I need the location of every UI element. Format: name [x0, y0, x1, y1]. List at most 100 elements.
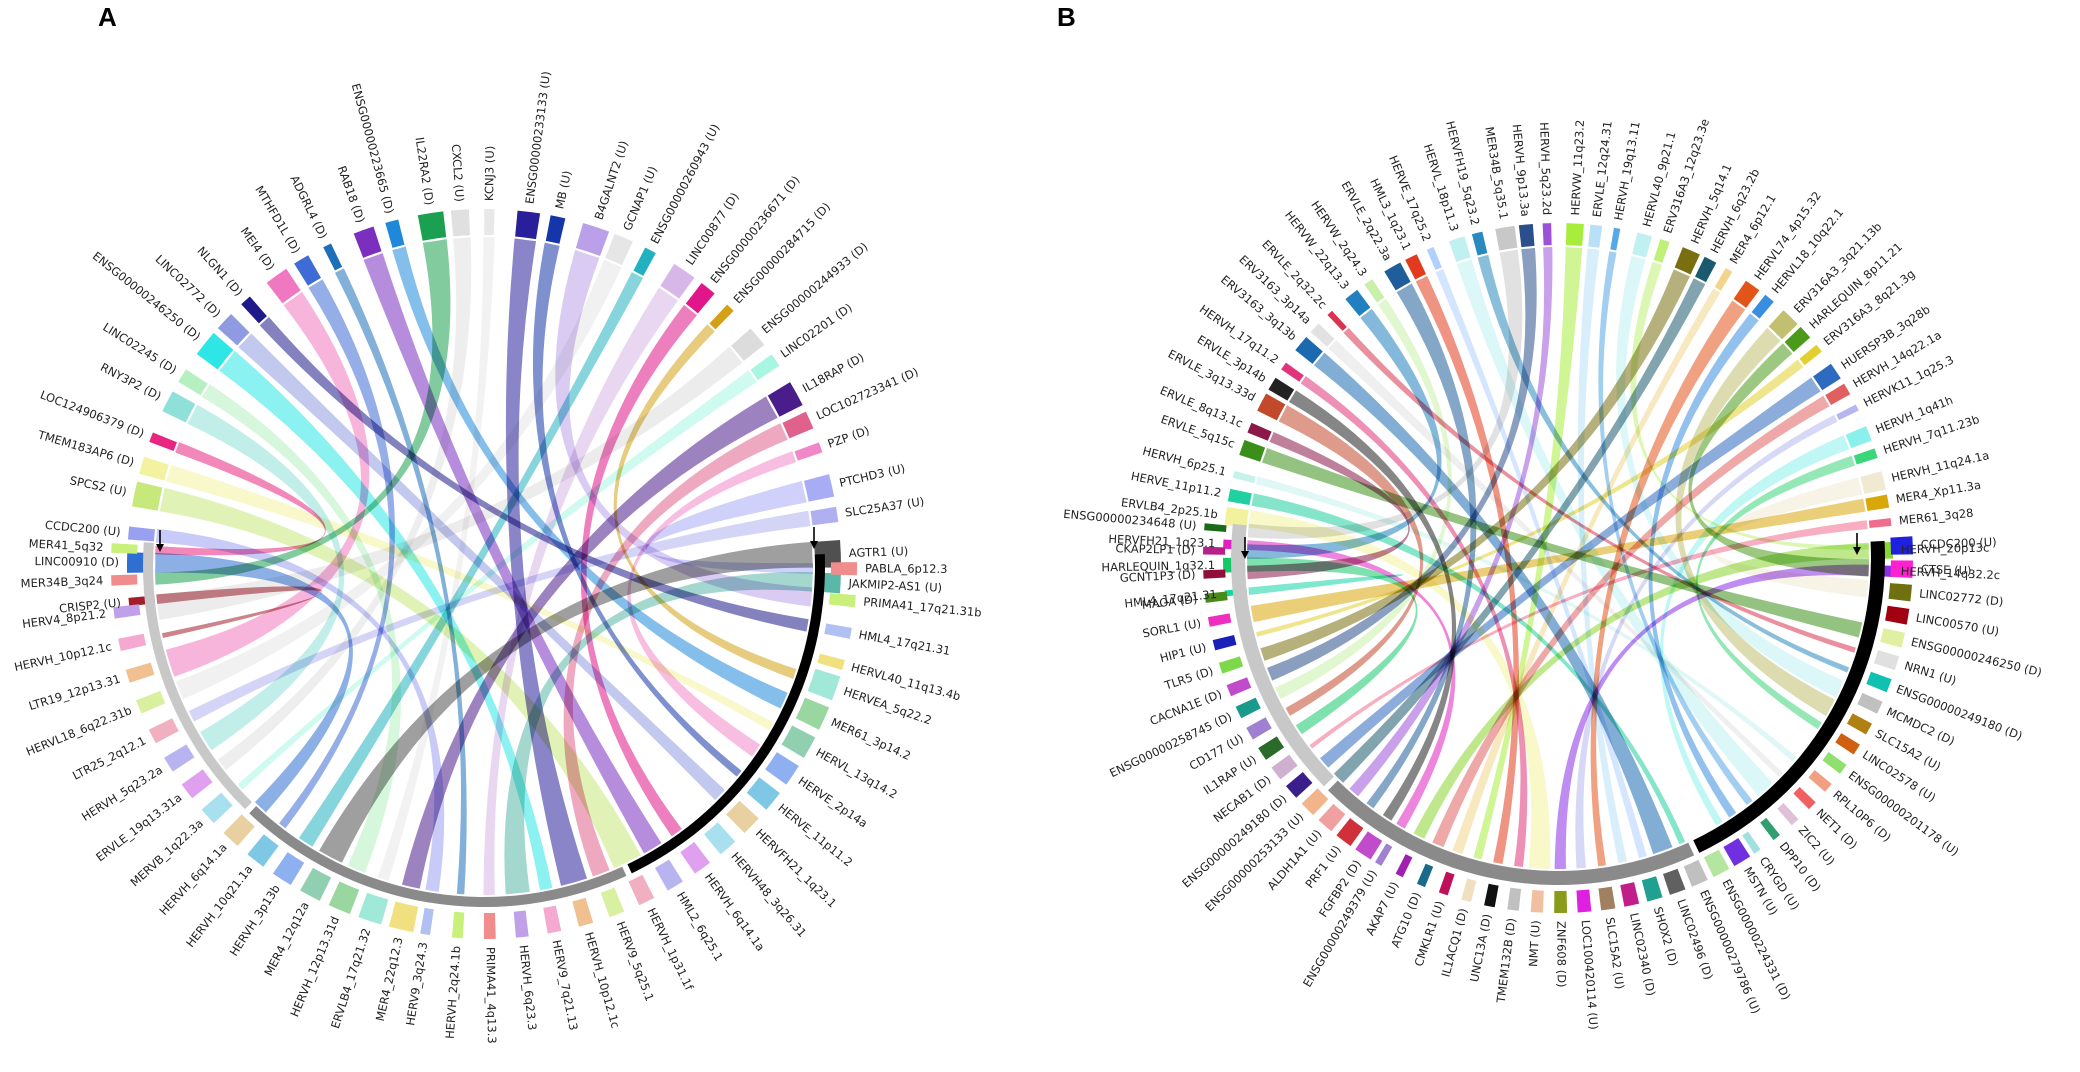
- segment-label: CCDC200 (U): [44, 518, 121, 539]
- top-segment: [1799, 344, 1822, 366]
- bottom-segment: [628, 874, 655, 906]
- bottom-segment: [136, 690, 166, 714]
- chord-ribbon: [155, 239, 451, 585]
- segment-label: ERVLE_12q24.31: [1590, 120, 1615, 218]
- chord-ribbon: [1577, 248, 1628, 864]
- segment-label: TMEM132B (D): [1494, 917, 1519, 1005]
- segment-label: HERVH_20p13c: [1901, 540, 1990, 556]
- bottom-segment: [451, 911, 465, 939]
- bottom-segment: [1663, 868, 1686, 895]
- segment-label: MB (U): [552, 169, 574, 210]
- bottom-segment: [1461, 878, 1477, 903]
- top-segment: [1495, 225, 1518, 251]
- segment-label: HERVH_19q13.11: [1611, 120, 1643, 221]
- chord-ribbon: [1695, 455, 1855, 730]
- chord-ribbons-b: [1247, 247, 1869, 869]
- bottom-segment: [113, 604, 141, 619]
- chord-segments-a: [111, 209, 857, 939]
- bottom-segment: [420, 907, 434, 936]
- bottom-segment: [1507, 887, 1522, 911]
- top-segment: [794, 442, 823, 461]
- segment-label: CCDC200 (U): [1921, 535, 1997, 552]
- bottom-segment: [483, 912, 496, 939]
- segment-label: PRIMA41_4q13.3: [484, 947, 500, 1044]
- chord-ribbon: [237, 370, 757, 790]
- top-segment: [1695, 256, 1717, 283]
- bottom-segment: [654, 859, 683, 891]
- top-segment: [1227, 488, 1252, 505]
- group-band: [1231, 523, 1334, 787]
- bottom-segment: [1318, 803, 1346, 832]
- segment-label: GCNAP1 (U): [620, 164, 660, 233]
- segment-label: HERVFH21_1q23.1: [1108, 532, 1216, 550]
- bottom-segment: [247, 834, 279, 867]
- top-segment: [782, 411, 814, 439]
- bottom-segment: [164, 744, 195, 772]
- bottom-segment: [1258, 736, 1285, 760]
- top-segment: [266, 268, 301, 304]
- top-segment: [417, 211, 447, 241]
- top-segment: [1345, 289, 1371, 317]
- segment-label: AGTR1 (U): [849, 544, 909, 560]
- bottom-segment: [300, 867, 332, 901]
- bottom-segment: [1808, 770, 1832, 792]
- bottom-segment: [181, 769, 213, 799]
- bottom-segment: [1835, 733, 1860, 755]
- segment-label: MER4_22q12.3: [373, 936, 406, 1023]
- top-segment: [709, 304, 734, 330]
- group-band: [142, 542, 252, 810]
- segment-label: MER34B_5q35.1: [1482, 126, 1511, 221]
- bottom-segment: [1760, 817, 1781, 841]
- top-segment: [810, 506, 839, 526]
- segment-label: CRISP2 (U): [58, 595, 121, 615]
- chord-ribbon: [1275, 298, 1452, 699]
- bottom-segment: [1822, 752, 1847, 774]
- chord-ribbon: [155, 442, 326, 556]
- segment-label: HARLEQUIN_1q32.1: [1101, 558, 1215, 574]
- chord-ribbon: [1248, 574, 1404, 596]
- segment-label: MEI4 (D): [238, 225, 278, 273]
- bottom-segment: [1793, 787, 1816, 810]
- top-segment: [1310, 323, 1335, 347]
- bottom-segment: [704, 822, 736, 855]
- top-segment: [132, 481, 163, 511]
- segment-label: LINC00570 (U): [1915, 611, 2000, 639]
- segment-label: ZNF608 (D): [1554, 921, 1568, 988]
- chord-ribbon: [155, 528, 445, 892]
- bottom-segment: [1885, 605, 1910, 625]
- segment-label: PZP (D): [826, 423, 871, 451]
- segment-label: CKAP2LP1 (D): [1115, 541, 1195, 557]
- top-segment: [803, 474, 835, 502]
- segment-label: HERVH_10p12.1c: [13, 639, 113, 674]
- group-band: [1693, 540, 1885, 853]
- segment-label: ENSG00000249180 (D): [1894, 682, 2024, 743]
- chord-ribbon: [627, 451, 797, 757]
- top-segment: [1224, 506, 1249, 528]
- chord-ribbon: [1320, 377, 1821, 768]
- bottom-segment: [1336, 818, 1364, 847]
- bottom-segment: [272, 852, 305, 886]
- bottom-segment: [1554, 890, 1568, 913]
- segment-label: MER41_5q32: [28, 536, 103, 554]
- bottom-segment: [388, 901, 419, 933]
- bottom-segment: [1620, 882, 1640, 907]
- top-segment: [127, 526, 156, 542]
- segment-label: MAOA (D): [1141, 592, 1198, 612]
- top-segment: [385, 219, 405, 248]
- bottom-segment: [807, 668, 841, 701]
- bottom-segment: [830, 562, 857, 576]
- chord-ribbon: [156, 346, 743, 621]
- chord-ribbon: [188, 510, 811, 722]
- top-segment: [685, 283, 715, 314]
- segment-label: HERVH_10p12.1c: [582, 930, 623, 1029]
- segment-label: SORL1 (U): [1141, 616, 1202, 640]
- top-segment: [353, 226, 382, 258]
- top-segment: [196, 332, 234, 370]
- bottom-segment: [1226, 677, 1252, 697]
- bottom-segment: [572, 897, 594, 927]
- chord-ribbon: [1554, 564, 1869, 869]
- group-band: [249, 806, 627, 907]
- bottom-segment: [1857, 692, 1883, 714]
- bottom-segment: [1742, 831, 1761, 854]
